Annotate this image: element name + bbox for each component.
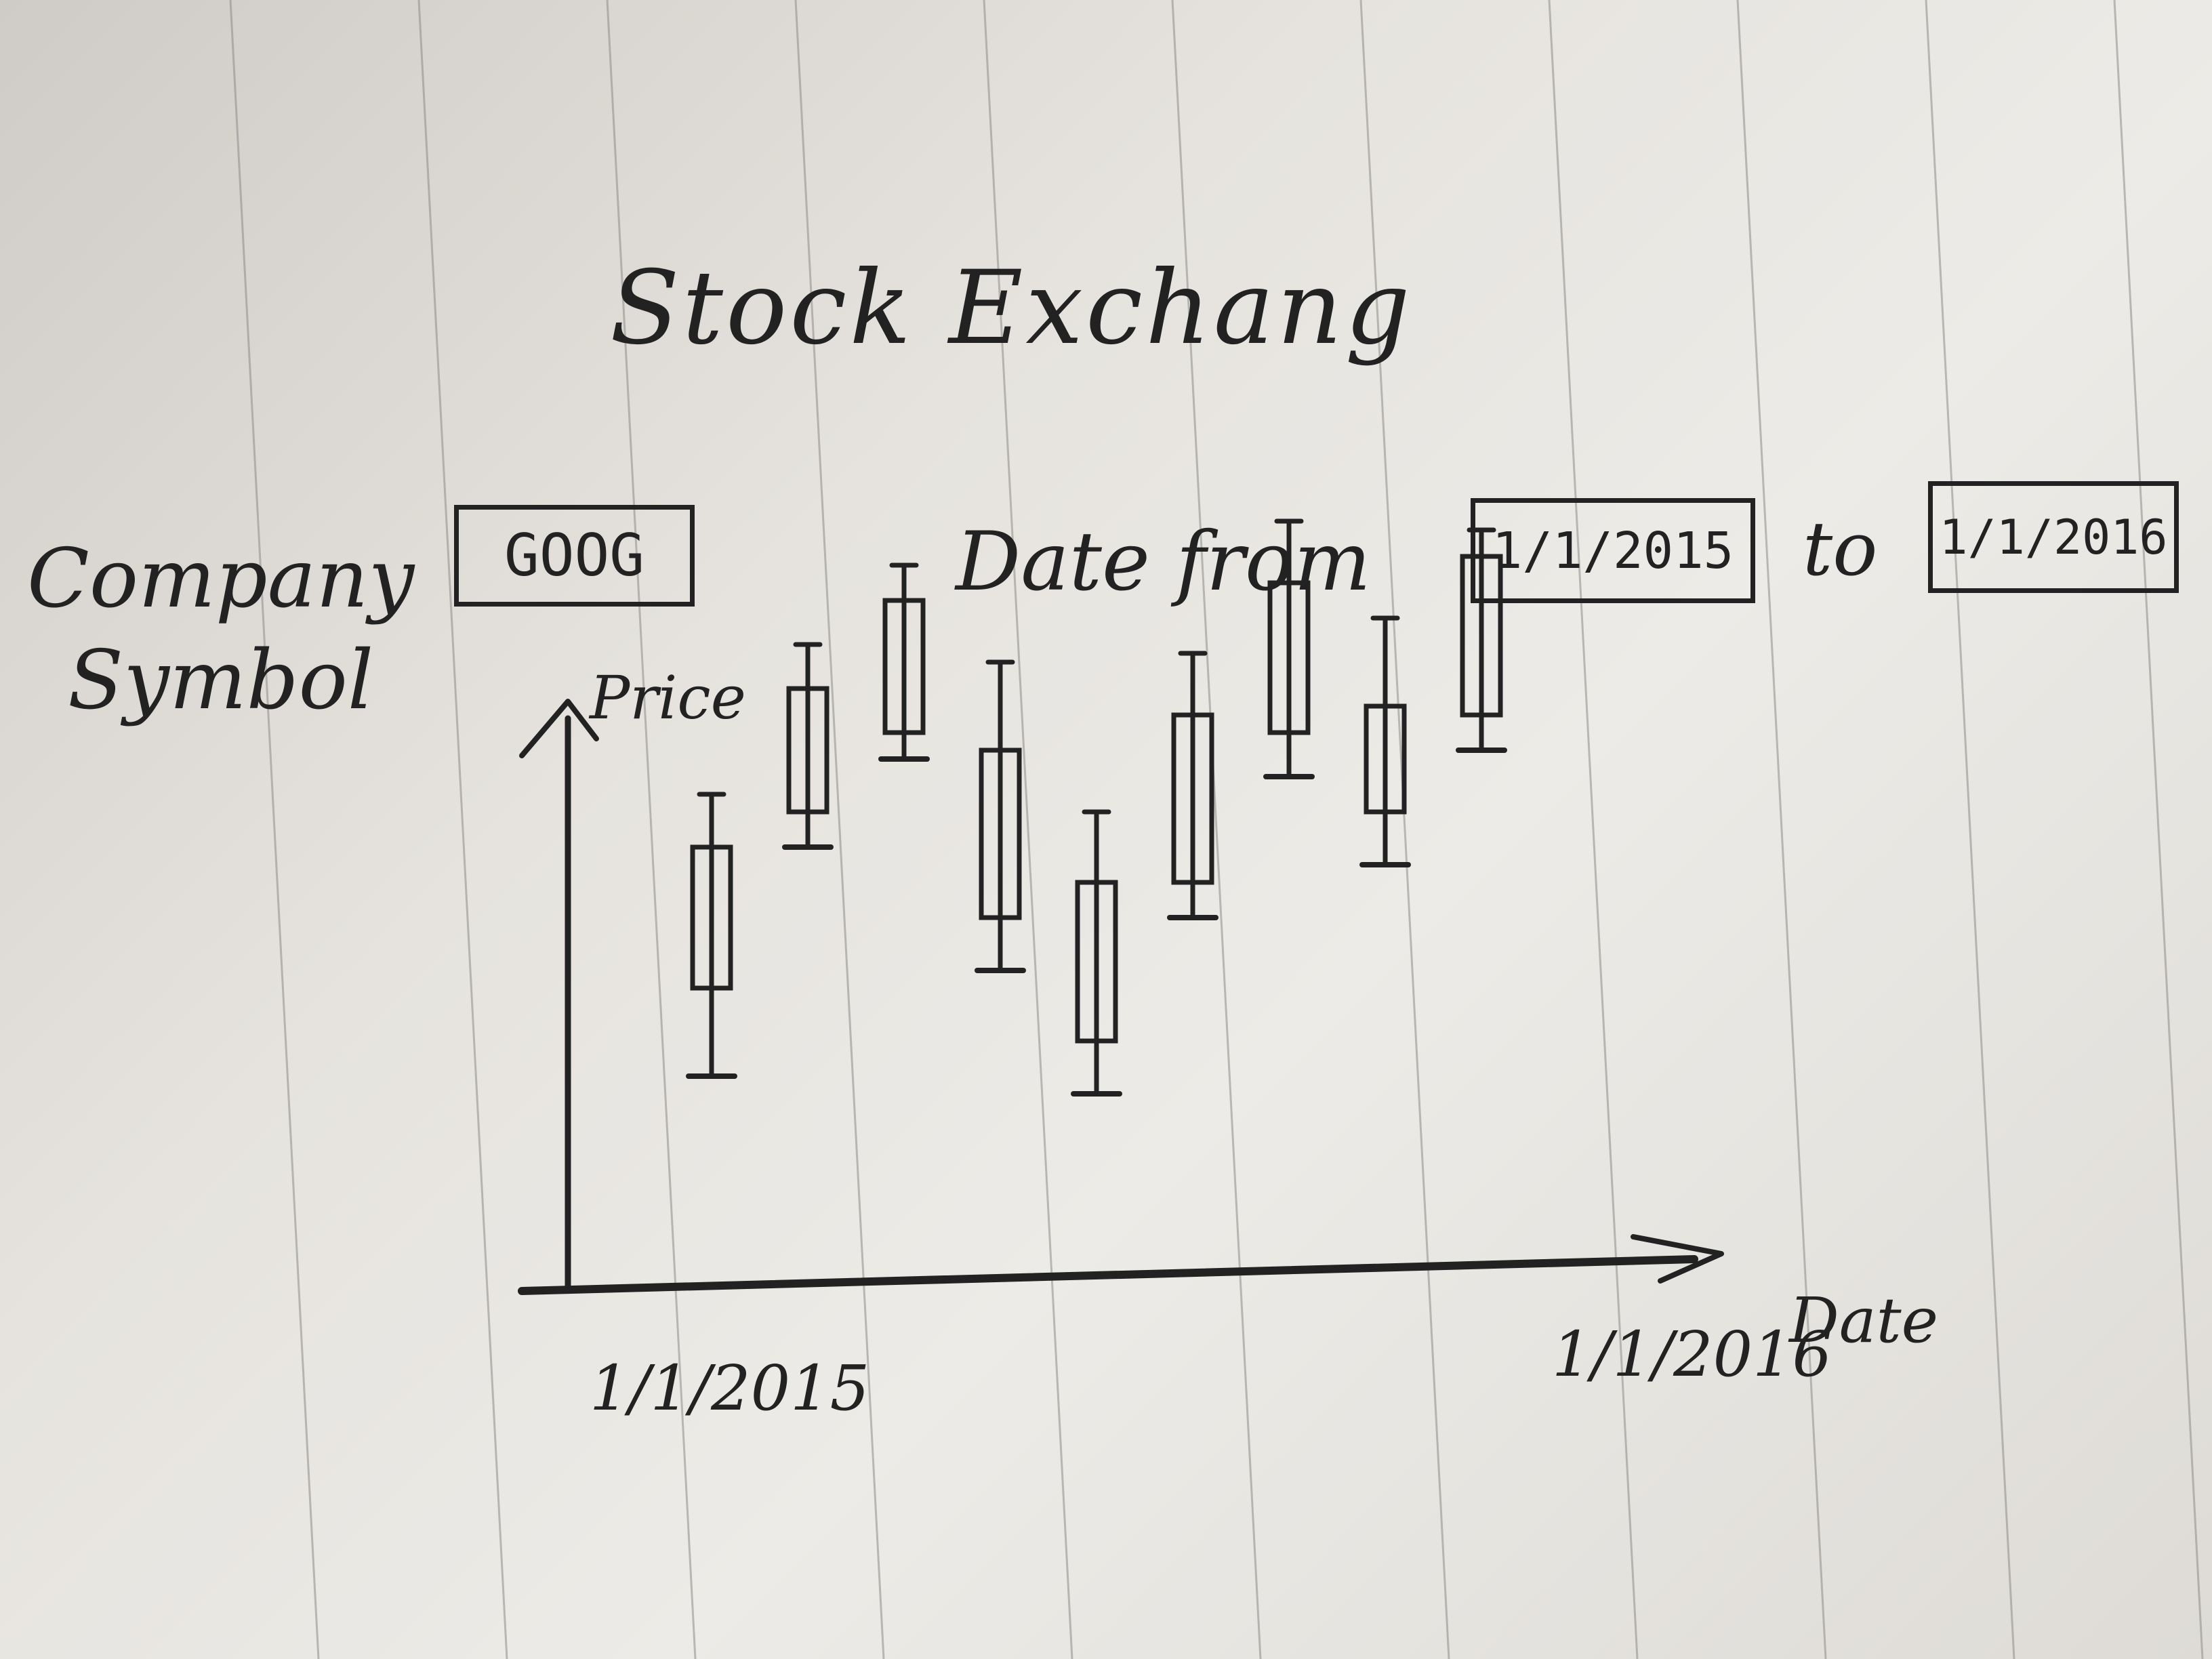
candle-body [1267, 580, 1311, 735]
paper-ruling-line [983, 0, 1073, 1659]
paper-ruling-line [606, 0, 697, 1659]
candle [975, 659, 1026, 973]
company-symbol-label: Company Symbol [27, 529, 414, 732]
candle [1456, 527, 1507, 753]
candle-body [979, 747, 1022, 920]
paper-ruling-line [1171, 0, 1262, 1659]
paper-ruling-line [794, 0, 885, 1659]
candles-group [686, 518, 1507, 1097]
date-from-label: Date from [956, 515, 1371, 609]
x-axis-arrow [1631, 1234, 1724, 1284]
x-axis-label: Date [1788, 1284, 1938, 1357]
paper-ruling-line [1548, 0, 1639, 1659]
paper-ruling-line [1359, 0, 1450, 1659]
y-axis-label: Price [588, 663, 746, 733]
y-axis-arrow [519, 699, 599, 758]
candle-body [882, 598, 926, 735]
paper-ruling-line [1736, 0, 1827, 1659]
company-label-line2: Symbol [68, 634, 374, 728]
x-tick-label-start: 1/1/2015 [590, 1352, 869, 1425]
company-label-line1: Company [27, 532, 415, 626]
candle [782, 642, 834, 850]
candle-body [1171, 712, 1214, 885]
candle [1071, 809, 1122, 1097]
paper-ruling-line [1925, 0, 2015, 1659]
paper-ruling-line [2113, 0, 2204, 1659]
paper-ruling-line [417, 0, 508, 1659]
candle-body [1075, 880, 1118, 1044]
candle [1359, 615, 1411, 867]
candle [686, 792, 737, 1079]
candle-body [786, 686, 830, 815]
candle [1167, 651, 1218, 920]
page-title: Stock Exchang [610, 249, 1413, 367]
candle-body [1460, 554, 1503, 718]
candle [1263, 518, 1315, 779]
paper-ruling-line [229, 0, 320, 1659]
company-symbol-input[interactable]: GOOG [454, 505, 695, 607]
candle [878, 562, 930, 762]
date-to-input[interactable]: 1/1/2016 [1928, 481, 2179, 593]
candle-body [1364, 703, 1407, 815]
date-from-input[interactable]: 1/1/2015 [1471, 498, 1755, 603]
x-tick-label-end: 1/1/2016 [1552, 1318, 1832, 1391]
candle-body [690, 844, 733, 991]
x-axis [518, 1255, 1698, 1295]
date-to-label: to [1803, 506, 1878, 592]
